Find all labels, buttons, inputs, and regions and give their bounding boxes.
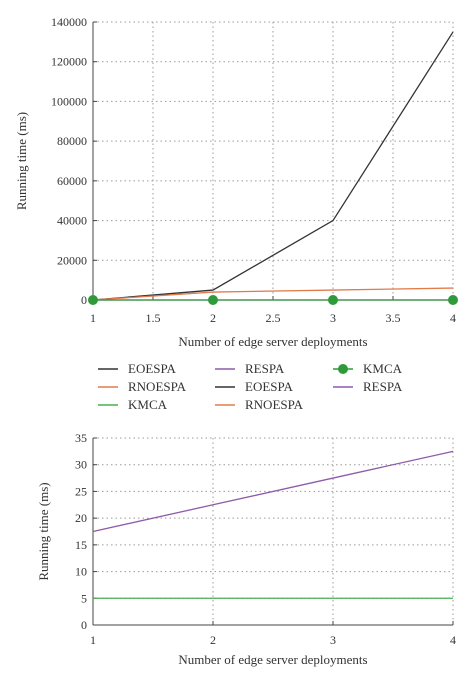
y-tick-label: 20 bbox=[75, 511, 87, 525]
data-point-kmca bbox=[88, 295, 98, 305]
x-axis-label: Number of edge server deployments bbox=[178, 334, 367, 349]
y-tick-label: 40000 bbox=[57, 214, 87, 228]
y-tick-label: 120000 bbox=[51, 55, 87, 69]
y-axis-label: Running time (ms) bbox=[36, 482, 51, 580]
legend-label: RNOESPA bbox=[128, 379, 187, 394]
legend-item: RNOESPA bbox=[98, 379, 187, 394]
x-tick-label: 3 bbox=[330, 633, 336, 647]
legend-item: EOESPA bbox=[215, 379, 294, 394]
x-tick-label: 2 bbox=[210, 633, 216, 647]
data-point-kmca bbox=[208, 295, 218, 305]
y-tick-label: 10 bbox=[75, 565, 87, 579]
series-respa bbox=[92, 450, 454, 533]
legend-item: RESPA bbox=[333, 379, 403, 394]
series-line-respa bbox=[92, 450, 454, 533]
legend-item: EOESPA bbox=[98, 361, 177, 376]
legend-item: RNOESPA bbox=[215, 397, 304, 412]
y-tick-label: 5 bbox=[81, 591, 87, 605]
y-tick-label: 0 bbox=[81, 618, 87, 632]
legend-label: KMCA bbox=[363, 361, 403, 376]
data-point-kmca bbox=[328, 295, 338, 305]
legend-item: KMCA bbox=[98, 397, 168, 412]
legend-label: RESPA bbox=[363, 379, 403, 394]
series-rnoespa bbox=[92, 287, 454, 301]
y-tick-label: 140000 bbox=[51, 15, 87, 29]
x-tick-label: 3 bbox=[330, 311, 336, 325]
x-tick-label: 1 bbox=[90, 311, 96, 325]
x-tick-label: 3.5 bbox=[386, 311, 401, 325]
bottom-chart: 1 2 3 4 0 5 10 15 20 25 30 35 Number of edge server … bbox=[36, 431, 456, 667]
legend-item: RESPA bbox=[215, 361, 285, 376]
y-tick-label: 35 bbox=[75, 431, 87, 445]
legend-label: RESPA bbox=[245, 361, 285, 376]
top-chart: 1 1.5 2 2.5 3 3.5 4 0 20000 40000 60000 80000 100000… bbox=[14, 15, 458, 349]
x-tick-label: 2.5 bbox=[266, 311, 281, 325]
legend-label: EOESPA bbox=[128, 361, 177, 376]
legend-label: RNOESPA bbox=[245, 397, 304, 412]
series-line-rnoespa bbox=[92, 287, 454, 301]
y-tick-label: 100000 bbox=[51, 94, 87, 108]
x-tick-label: 4 bbox=[450, 633, 456, 647]
legend-marker bbox=[338, 364, 348, 374]
y-tick-label: 80000 bbox=[57, 134, 87, 148]
y-tick-label: 20000 bbox=[57, 253, 87, 267]
y-axis-label: Running time (ms) bbox=[14, 112, 29, 210]
y-tick-label: 60000 bbox=[57, 174, 87, 188]
legend-item: KMCA bbox=[333, 361, 403, 376]
legend-label: KMCA bbox=[128, 397, 168, 412]
x-tick-label: 4 bbox=[450, 311, 456, 325]
y-tick-label: 25 bbox=[75, 484, 87, 498]
y-tick-label: 15 bbox=[75, 538, 87, 552]
series-eoespa bbox=[92, 31, 454, 301]
x-axis-label: Number of edge server deployments bbox=[178, 652, 367, 667]
x-tick-label: 1.5 bbox=[146, 311, 161, 325]
series-line-eoespa bbox=[92, 31, 454, 301]
series-kmca bbox=[88, 295, 458, 305]
y-tick-label: 0 bbox=[81, 293, 87, 307]
legend-label: EOESPA bbox=[245, 379, 294, 394]
legend: EOESPA RESPA KMCA RNOESPA EOESPA RESPA KMCA RNO… bbox=[98, 361, 403, 412]
x-tick-label: 2 bbox=[210, 311, 216, 325]
gridlines bbox=[93, 437, 454, 625]
gridlines bbox=[93, 21, 454, 300]
x-tick-label: 1 bbox=[90, 633, 96, 647]
data-point-kmca bbox=[448, 295, 458, 305]
y-tick-label: 30 bbox=[75, 458, 87, 472]
